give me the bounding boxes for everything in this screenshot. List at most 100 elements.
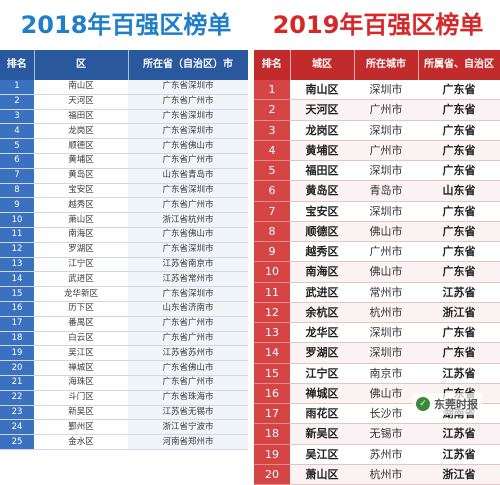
city-cell: 深圳市: [354, 342, 418, 364]
c2-cell: 龙岗区: [34, 123, 128, 140]
table-row: 8 顺德区 佛山市 广东省: [254, 221, 500, 243]
district-cell: 福田区: [290, 160, 354, 182]
table-2019: 排名 城区 所在城市 所属省、自治区 1 南山区 深圳市 广东省 2 天河区 广州市 广东省 3…: [254, 50, 500, 485]
header-city: 所在城市: [354, 50, 419, 80]
c3-cell: 广东省深圳市: [128, 183, 248, 199]
district-cell: 龙岗区: [290, 120, 354, 141]
rank-cell: 20: [0, 360, 34, 376]
rank-cell: 3: [254, 120, 290, 141]
c2-cell: 越秀区: [34, 197, 128, 214]
c3-cell: 广东省广州市: [128, 316, 248, 332]
c2-cell: 白云区: [34, 331, 128, 347]
district-cell: 余杭区: [290, 302, 354, 324]
rank-cell: 12: [0, 242, 34, 258]
rank-cell: 3: [0, 109, 34, 125]
rank-cell: 7: [254, 201, 290, 222]
rank-cell: 21: [0, 375, 34, 391]
rank-cell: 14: [254, 342, 290, 364]
district-cell: 宝安区: [290, 201, 354, 222]
table-row: 1 南山区 广东省深圳市: [0, 80, 248, 95]
table-row: 24 鄞州区 浙江省宁波市: [0, 419, 248, 436]
rank-cell: 14: [0, 271, 34, 288]
c3-cell: 江苏省无锡市: [128, 405, 248, 421]
table-row: 6 黄埔区 广东省广州市: [0, 153, 248, 169]
c2-cell: 宝安区: [34, 183, 128, 199]
prov-cell: 广东省: [418, 160, 500, 182]
district-cell: 黄埔区: [290, 140, 354, 162]
district-cell: 吴江区: [290, 444, 354, 465]
rank-cell: 4: [254, 140, 290, 162]
city-cell: 深圳市: [354, 322, 418, 344]
table-row: 2 天河区 广州市 广东省: [254, 99, 500, 121]
table-row: 22 斗门区 广东省珠海市: [0, 390, 248, 406]
rank-cell: 6: [0, 153, 34, 169]
city-cell: 南京市: [354, 363, 418, 384]
district-cell: 萧山区: [290, 464, 354, 485]
c2-cell: 吴江区: [34, 345, 128, 362]
table-row: 15 龙华新区 广东省深圳市: [0, 286, 248, 302]
c3-cell: 江苏省常州市: [128, 271, 248, 288]
c2-cell: 禅城区: [34, 360, 128, 376]
c2-cell: 福田区: [34, 109, 128, 125]
c3-cell: 广东省珠海市: [128, 390, 248, 406]
rank-cell: 16: [0, 301, 34, 317]
c2-cell: 南海区: [34, 227, 128, 243]
rank-cell: 18: [0, 331, 34, 347]
header-rank: 排名: [0, 50, 35, 80]
prov-cell: 广东省: [418, 80, 500, 101]
rank-cell: 25: [0, 434, 34, 450]
table-row: 13 龙华区 深圳市 广东省: [254, 322, 500, 344]
c2-cell: 天河区: [34, 94, 128, 110]
c3-cell: 广东省广州市: [128, 331, 248, 347]
table-2019-panel: 排名 城区 所在城市 所属省、自治区 1 南山区 深圳市 广东省 2 天河区 广州市 广东省 3…: [254, 50, 500, 485]
header-district: 区: [34, 50, 129, 80]
c2-cell: 萧山区: [34, 212, 128, 228]
prov-cell: 广东省: [418, 261, 500, 283]
c2-cell: 罗湖区: [34, 242, 128, 258]
table-row: 18 白云区 广东省广州市: [0, 331, 248, 347]
district-cell: 雨花区: [290, 403, 354, 425]
city-cell: 佛山市: [354, 383, 418, 405]
c3-cell: 广东省深圳市: [128, 80, 248, 95]
header-province-city: 所在省（自治区）市: [128, 50, 249, 80]
table-row: 7 黄岛区 山东省青岛市: [0, 168, 248, 184]
c2-cell: 龙华新区: [34, 286, 128, 302]
rank-cell: 18: [254, 423, 290, 445]
rank-cell: 2: [0, 94, 34, 110]
prov-cell: 广东省: [418, 342, 500, 364]
rank-cell: 17: [0, 316, 34, 332]
table-row: 7 宝安区 深圳市 广东省: [254, 201, 500, 222]
table-row: 14 武进区 江苏省常州市: [0, 271, 248, 288]
table-row: 11 武进区 常州市 江苏省: [254, 282, 500, 303]
table-row: 21 海珠区 广东省广州市: [0, 375, 248, 391]
city-cell: 佛山市: [354, 261, 418, 283]
rank-cell: 8: [254, 221, 290, 243]
c3-cell: 广东省深圳市: [128, 286, 248, 302]
prov-cell: 山东省: [418, 180, 500, 202]
prov-cell: 浙江省: [418, 302, 500, 324]
rank-cell: 17: [254, 403, 290, 425]
district-cell: 龙华区: [290, 322, 354, 344]
city-cell: 佛山市: [354, 221, 418, 243]
prov-cell: 广东省: [418, 241, 500, 263]
c3-cell: 广东省广州市: [128, 375, 248, 391]
rank-cell: 20: [254, 464, 290, 485]
c2-cell: 江宁区: [34, 257, 128, 273]
prov-cell: 广东省: [418, 221, 500, 243]
table-row: 8 宝安区 广东省深圳市: [0, 183, 248, 199]
table-2018: 排名 区 所在省（自治区）市 1 南山区 广东省深圳市 2 天河区 广东省广州市 3 福田区广…: [0, 50, 249, 450]
table-row: 6 黄岛区 青岛市 山东省: [254, 180, 500, 202]
table-row: 16 历下区 山东省济南市: [0, 301, 248, 317]
rank-cell: 13: [254, 322, 290, 344]
c2-cell: 顺德区: [34, 138, 128, 154]
header-province: 所属省、自治区: [418, 50, 500, 80]
table-row: 5 福田区 深圳市 广东省: [254, 160, 500, 182]
rank-cell: 7: [0, 168, 34, 184]
c3-cell: 江苏省南京市: [128, 257, 248, 273]
c3-cell: 广东省深圳市: [128, 123, 248, 140]
c3-cell: 广东省深圳市: [128, 242, 248, 258]
c3-cell: 山东省青岛市: [128, 168, 248, 184]
rank-cell: 24: [0, 419, 34, 436]
rank-cell: 9: [254, 241, 290, 263]
c2-cell: 斗门区: [34, 390, 128, 406]
